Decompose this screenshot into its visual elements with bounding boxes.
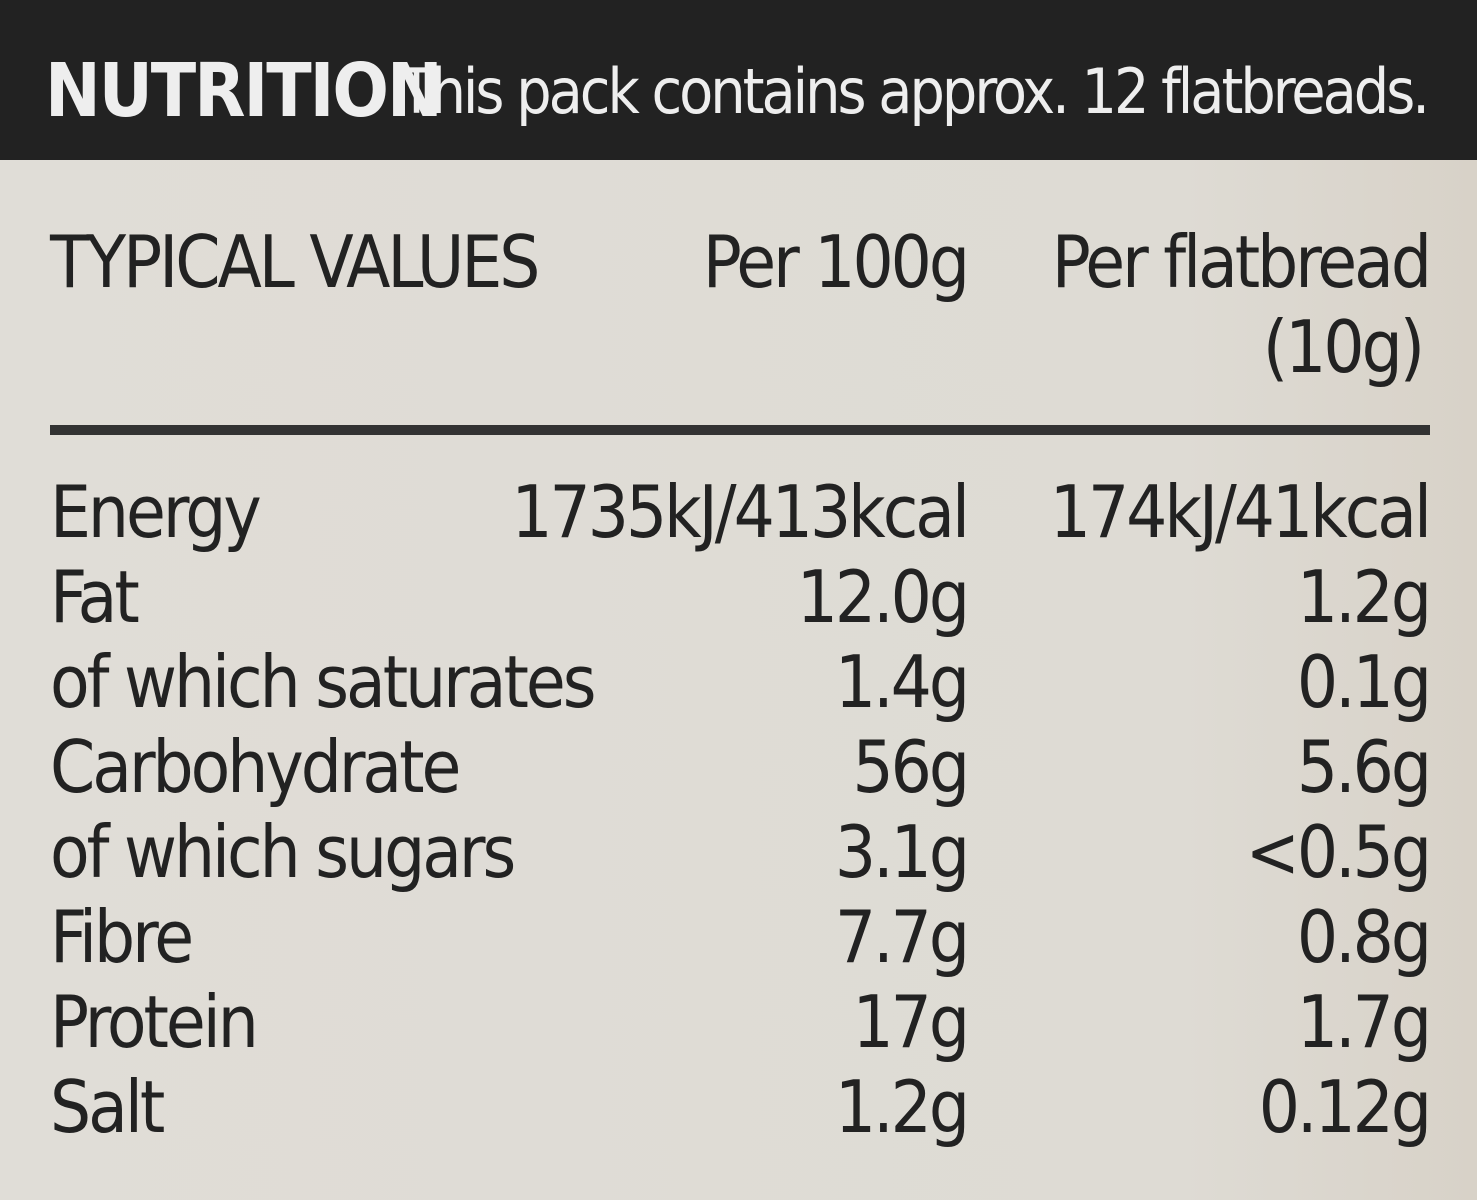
cell-value: 0.12g: [1258, 1065, 1432, 1149]
column-header: (10g): [1262, 305, 1425, 389]
cell-value: 174kJ/41kcal: [1049, 470, 1432, 554]
cell-value: 1.2g: [834, 1065, 970, 1149]
cell-value: 0.1g: [1296, 640, 1432, 724]
cell-value: 7.7g: [834, 895, 970, 979]
cell-label: Fibre: [50, 895, 194, 979]
header-title: NUTRITION: [45, 48, 443, 134]
cell-label: of which sugars: [50, 810, 516, 894]
cell-label: of which saturates: [50, 640, 596, 724]
header-bar: NUTRITION This pack contains approx. 12 …: [0, 0, 1477, 160]
cell-value: 3.1g: [834, 810, 970, 894]
cell-label: Energy: [50, 470, 262, 554]
column-header: TYPICAL VALUES: [50, 220, 540, 304]
cell-value: 17g: [852, 980, 970, 1064]
cell-label: Fat: [50, 555, 140, 639]
cell-value: <0.5g: [1245, 810, 1432, 894]
cell-value: 1.7g: [1296, 980, 1432, 1064]
cell-value: 0.8g: [1296, 895, 1432, 979]
cell-value: 1735kJ/413kcal: [511, 470, 970, 554]
column-header: Per flatbread: [1051, 220, 1432, 304]
cell-value: 1.4g: [834, 640, 970, 724]
cell-label: Carbohydrate: [50, 725, 461, 809]
cell-value: 12.0g: [796, 555, 970, 639]
divider: [50, 425, 1430, 435]
cell-value: 5.6g: [1296, 725, 1432, 809]
header-note: This pack contains approx. 12 flatbreads…: [399, 55, 1430, 128]
cell-value: 1.2g: [1296, 555, 1432, 639]
cell-label: Salt: [50, 1065, 165, 1149]
cell-label: Protein: [50, 980, 259, 1064]
cell-value: 56g: [852, 725, 970, 809]
column-header: Per 100g: [702, 220, 970, 304]
